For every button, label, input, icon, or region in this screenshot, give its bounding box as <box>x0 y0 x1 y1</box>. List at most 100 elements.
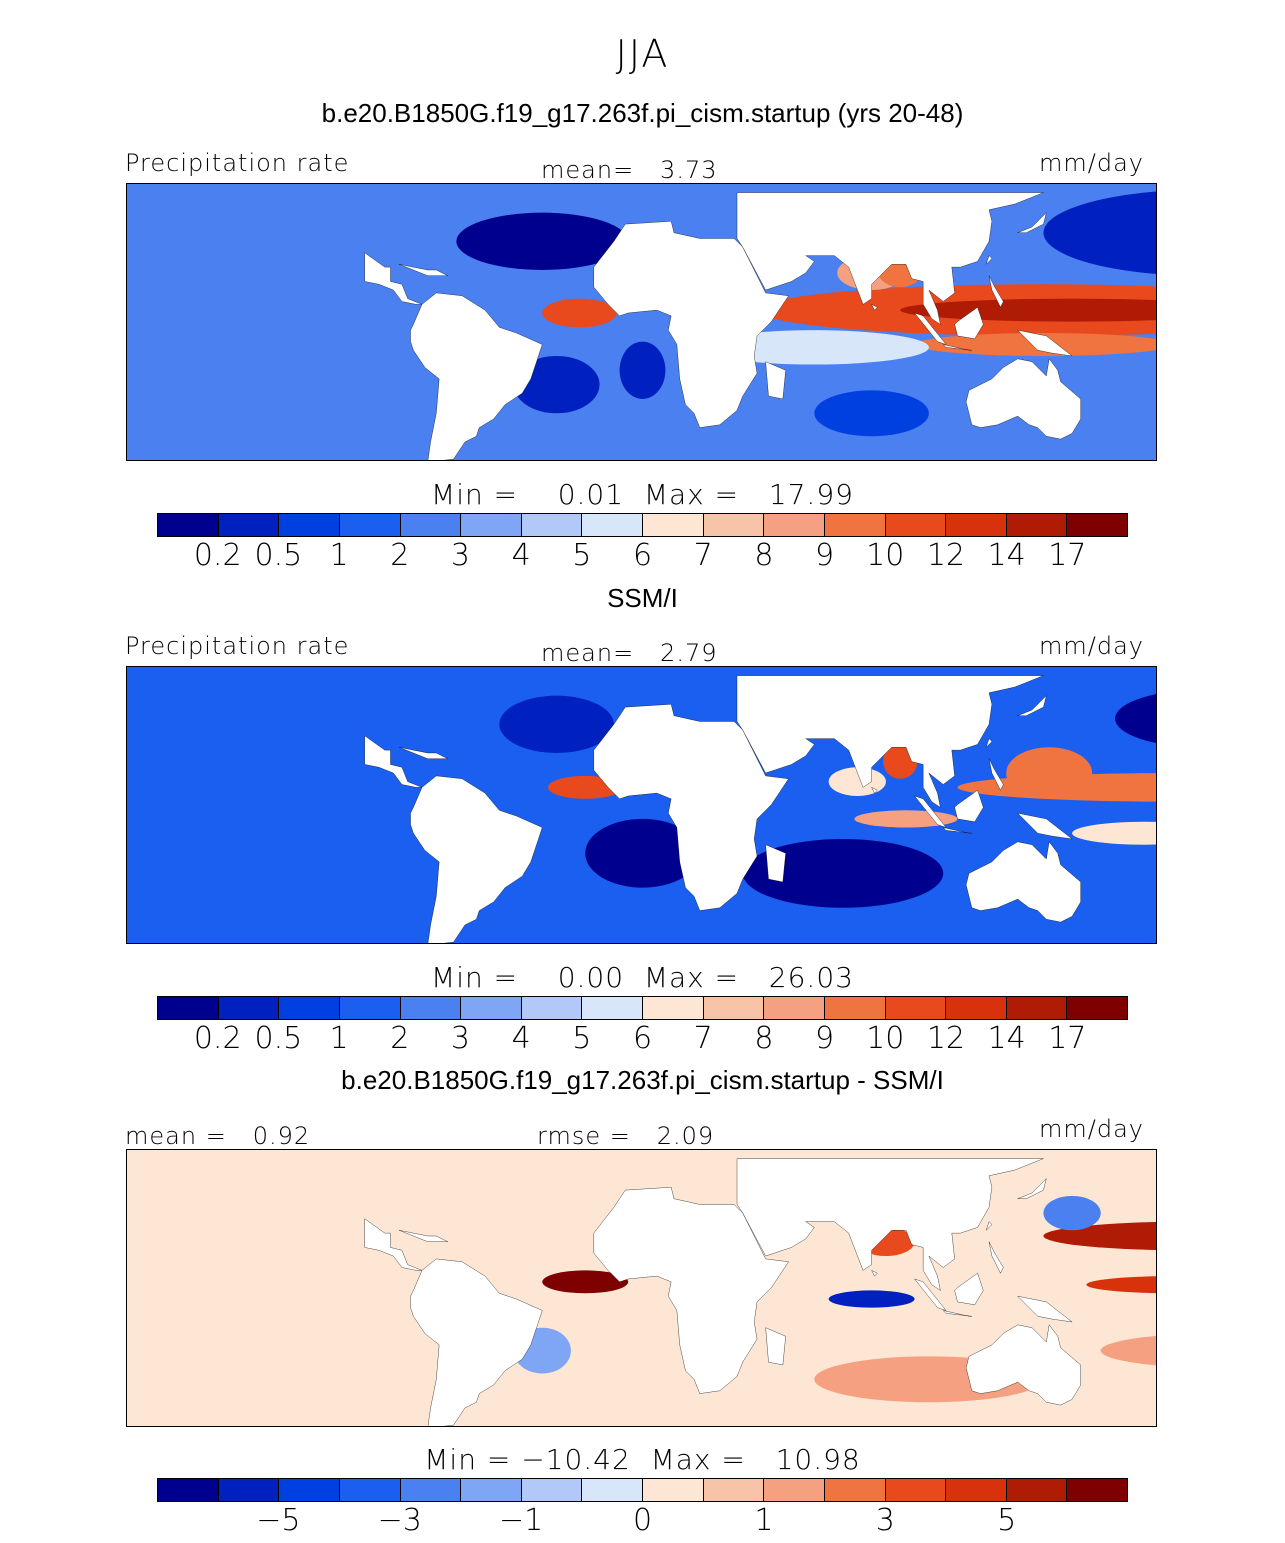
panel-3-ticks: −5 −3 −1 0 1 3 5 <box>0 1503 1285 1543</box>
landmass-1 <box>411 293 543 460</box>
colorbar-tick-3-3: 0 <box>632 1503 653 1538</box>
colorbar-tick-2-9: 8 <box>754 1021 774 1056</box>
panel-1-ticks: 0.2 0.5 1 2 3 4 5 6 7 8 9 10 12 14 17 <box>0 538 1285 578</box>
field-feature-8 <box>585 818 700 888</box>
colorbar-tick-1-11: 10 <box>866 538 905 573</box>
colorbar-tick-3-1: −3 <box>377 1503 422 1538</box>
colorbar-swatch-3-10 <box>764 1479 825 1501</box>
colorbar-tick-3-4: 1 <box>754 1503 774 1538</box>
field-feature-9 <box>513 355 600 414</box>
landmass-0 <box>594 704 789 910</box>
colorbar-tick-2-13: 14 <box>987 1021 1026 1056</box>
panel-2-variable-label: Precipitation rate <box>125 632 350 660</box>
colorbar-tick-1-14: 17 <box>1048 538 1087 573</box>
colorbar-swatch-2-6 <box>521 997 583 1019</box>
field-feature-9 <box>742 838 944 908</box>
panel-3-field <box>127 1150 1156 1426</box>
colorbar-swatch-1-4 <box>400 514 462 536</box>
colorbar-swatch-2-0 <box>158 997 219 1019</box>
field-feature-11 <box>1115 694 1156 744</box>
landmass-13 <box>399 747 448 758</box>
landmass-12 <box>986 1222 992 1231</box>
colorbar-tick-2-0: 0.2 <box>193 1021 242 1056</box>
colorbar-swatch-2-11 <box>824 997 886 1019</box>
landmass-2 <box>365 253 422 305</box>
colorbar-swatch-2-9 <box>703 997 765 1019</box>
colorbar-tick-2-3: 2 <box>390 1021 410 1056</box>
field-feature-1 <box>1086 1276 1156 1294</box>
colorbar-swatch-2-13 <box>946 997 1007 1019</box>
colorbar-swatch-3-11 <box>824 1479 886 1501</box>
colorbar-swatch-2-10 <box>764 997 825 1019</box>
colorbar-swatch-2-1 <box>218 997 280 1019</box>
colorbar-tick-1-6: 5 <box>572 538 592 573</box>
colorbar-tick-1-1: 0.5 <box>254 538 303 573</box>
panel-2-title: SSM/I <box>607 583 678 613</box>
colorbar-tick-2-4: 3 <box>450 1021 470 1056</box>
colorbar-swatch-2-15 <box>1067 997 1127 1019</box>
landmass-11 <box>1018 696 1047 716</box>
landmass-0 <box>594 221 789 427</box>
landmass-11 <box>1018 1179 1047 1199</box>
colorbar-swatch-1-14 <box>1006 514 1068 536</box>
landmass-6 <box>943 344 972 350</box>
landmass-3 <box>966 1325 1081 1405</box>
landmass-4 <box>737 1159 1043 1291</box>
panel-2-minmax: Min = 0.00 Max = 26.03 <box>431 961 854 994</box>
colorbar-swatch-3-2 <box>279 1479 340 1501</box>
landmass-14 <box>872 787 878 793</box>
panel-1-units-label: mm/day <box>1039 149 1144 177</box>
landmass-13 <box>399 264 448 275</box>
field-feature-11 <box>619 341 666 399</box>
landmass-1 <box>411 1259 543 1426</box>
colorbar-swatch-1-9 <box>703 514 765 536</box>
colorbar-tick-1-2: 1 <box>329 538 349 573</box>
landmass-5 <box>915 313 947 345</box>
colorbar-swatch-2-4 <box>400 997 462 1019</box>
landmass-13 <box>399 1230 448 1241</box>
field-feature-2 <box>542 1270 629 1294</box>
colorbar-swatch-2-14 <box>1006 997 1068 1019</box>
landmass-7 <box>955 790 984 822</box>
landmass-9 <box>989 1242 1003 1274</box>
panel-2-field <box>127 667 1156 943</box>
landmass-14 <box>872 304 878 310</box>
colorbar-swatch-1-3 <box>339 514 401 536</box>
colorbar-swatch-1-7 <box>582 514 643 536</box>
panel-1-minmax: Min = 0.01 Max = 17.99 <box>431 478 854 511</box>
colorbar-tick-3-2: −1 <box>499 1503 544 1538</box>
panel-2-units-label: mm/day <box>1039 632 1144 660</box>
panel-1-title: b.e20.B1850G.f19_g17.263f.pi_cism.startu… <box>321 98 964 128</box>
field-feature-2 <box>1006 747 1093 799</box>
panel-3-units-label: mm/day <box>1039 1115 1144 1143</box>
colorbar-tick-1-0: 0.2 <box>193 538 242 573</box>
colorbar-tick-1-7: 6 <box>632 538 653 573</box>
landmass-1 <box>411 776 543 943</box>
colorbar-tick-3-6: 5 <box>997 1503 1017 1538</box>
field-feature-7 <box>1072 821 1156 845</box>
panel-1-mean-label: mean= 3.73 <box>541 156 718 184</box>
colorbar-swatch-1-13 <box>946 514 1007 536</box>
field-feature-3 <box>828 1290 915 1308</box>
colorbar-swatch-1-12 <box>885 514 947 536</box>
colorbar-swatch-1-5 <box>461 514 522 536</box>
colorbar-tick-1-12: 12 <box>926 538 966 573</box>
colorbar-tick-2-7: 6 <box>632 1021 653 1056</box>
colorbar-tick-1-9: 8 <box>754 538 774 573</box>
colorbar-swatch-2-2 <box>279 997 340 1019</box>
colorbar-swatch-2-5 <box>461 997 522 1019</box>
landmass-10 <box>766 845 786 882</box>
landmass-5 <box>915 796 947 828</box>
landmass-8 <box>1018 330 1072 356</box>
field-feature-7 <box>1043 191 1156 274</box>
landmass-10 <box>766 1328 786 1365</box>
landmass-3 <box>966 359 1081 439</box>
landmass-12 <box>986 256 992 265</box>
colorbar-swatch-1-11 <box>824 514 886 536</box>
colorbar-tick-1-3: 2 <box>390 538 410 573</box>
landmass-2 <box>365 1219 422 1271</box>
colorbar-swatch-3-7 <box>582 1479 643 1501</box>
season-title: JJA <box>615 32 670 76</box>
landmass-11 <box>1018 213 1047 233</box>
landmass-12 <box>986 739 992 748</box>
